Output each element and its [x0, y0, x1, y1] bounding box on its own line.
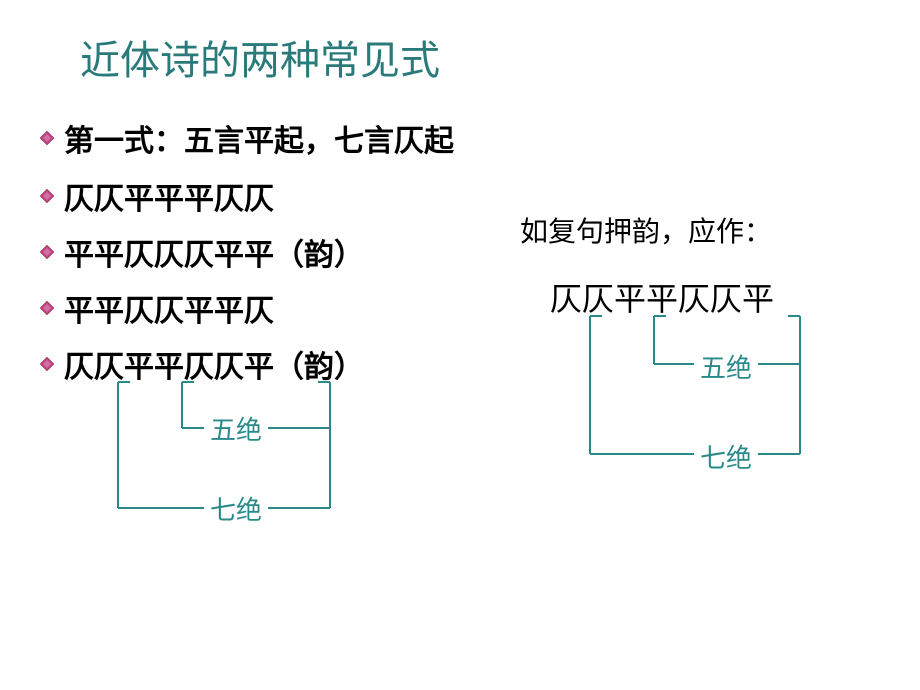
bullet-text-2: 平平仄仄仄平平（韵）	[64, 230, 364, 274]
diamond-bullet-icon	[40, 301, 54, 315]
diamond-bullet-icon	[40, 357, 54, 371]
diamond-bullet-icon	[40, 189, 54, 203]
bullet-row-2: 平平仄仄仄平平（韵）	[40, 230, 364, 274]
bullet-row-0: 第一式：五言平起，七言仄起	[40, 116, 454, 160]
right-qijue-bracket	[588, 314, 802, 456]
side-note-1: 如复句押韵，应作：	[520, 210, 772, 250]
bullet-text-0: 第一式：五言平起，七言仄起	[64, 116, 454, 160]
left-qijue-bracket	[116, 380, 332, 510]
bullet-text-3: 平平仄仄平平仄	[64, 286, 274, 330]
diamond-bullet-icon	[40, 245, 54, 259]
slide-title: 近体诗的两种常见式	[80, 28, 440, 86]
bullet-row-1: 仄仄平平平仄仄	[40, 174, 274, 218]
diamond-bullet-icon	[40, 131, 54, 145]
bullet-text-1: 仄仄平平平仄仄	[64, 174, 274, 218]
bullet-row-3: 平平仄仄平平仄	[40, 286, 274, 330]
